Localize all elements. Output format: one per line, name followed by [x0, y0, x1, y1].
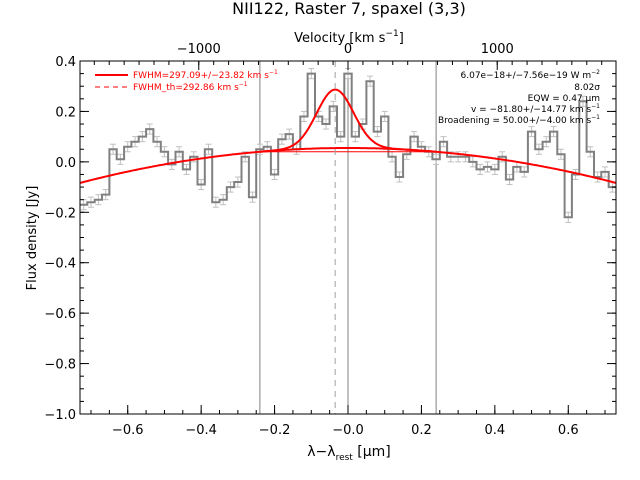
- legend-entry-fwhm-th: FWHM_th=292.86 km s−1: [133, 81, 248, 93]
- top-tick-label-0: −1000: [177, 42, 221, 57]
- y-tick-label-4: −0.2: [44, 206, 76, 221]
- top-axis-label-sup: −1: [385, 29, 398, 39]
- top-tick-label-2: 1000: [481, 42, 514, 57]
- x-tick-label-4: 0.2: [411, 423, 432, 438]
- x-tick-label-3: −0.0: [332, 423, 364, 438]
- annotation-line-eqw: EQW = 0.47 μm: [528, 94, 600, 104]
- x-axis-label-unit: [μm]: [353, 444, 391, 460]
- y-tick-label-5: 0.0: [55, 156, 76, 171]
- top-axis-label: Velocity [km s−1]: [294, 29, 404, 46]
- x-tick-label-5: 0.4: [485, 423, 506, 438]
- legend: FWHM=297.09+/−23.82 km s−1 FWHM_th=292.8…: [95, 69, 278, 93]
- annotation-line-significance: 8.02σ: [574, 83, 600, 93]
- spectrum-steps: [80, 72, 616, 219]
- chart-title: NII122, Raster 7, spaxel (3,3): [232, 0, 466, 18]
- annotation-line-velocity: v = −81.80+/−14.77 km s−1: [471, 103, 600, 115]
- y-tick-label-7: 0.4: [55, 55, 76, 70]
- fit-results-annotation: 6.07e−18+/−7.56e−19 W m−2 8.02σ EQW = 0.…: [438, 69, 600, 126]
- annotation-line-broadening: Broadening = 50.00+/−4.00 km s−1: [438, 114, 600, 126]
- x-axis-label: λ−λrest [μm]: [307, 444, 391, 463]
- y-tick-label-0: −1.0: [44, 408, 76, 423]
- y-tick-label-1: −0.8: [44, 358, 76, 373]
- y-tick-label-6: 0.2: [55, 105, 76, 120]
- axes: −0.6 −0.4 −0.2 −0.0 0.2 0.4 0.6 −1.0 −0.8 −0.6 −0.…: [44, 42, 617, 438]
- x-tick-label-0: −0.6: [112, 423, 144, 438]
- svg-text:λ−λrest [μm]: λ−λrest [μm]: [307, 444, 391, 463]
- plot-area: [80, 61, 616, 414]
- x-tick-label-6: 0.6: [558, 423, 579, 438]
- y-axis-label: Flux density [Jy]: [25, 186, 40, 291]
- y-tick-label-2: −0.6: [44, 307, 76, 322]
- annotation-line-flux: 6.07e−18+/−7.56e−19 W m−2: [461, 69, 601, 81]
- top-axis-label-main: Velocity [km s: [294, 31, 386, 46]
- legend-entry-fwhm: FWHM=297.09+/−23.82 km s−1: [133, 69, 278, 81]
- x-tick-label-2: −0.2: [259, 423, 291, 438]
- top-axis-label-end: ]: [399, 31, 404, 46]
- y-tick-label-3: −0.4: [44, 257, 76, 272]
- svg-text:Velocity [km s−1]: Velocity [km s−1]: [294, 29, 404, 46]
- fit-baseline: [80, 147, 616, 184]
- x-tick-label-1: −0.4: [185, 423, 217, 438]
- x-axis-label-main: λ−λ: [307, 444, 335, 460]
- top-tick-label-1: 0: [344, 42, 352, 57]
- fit-gaussian: [259, 88, 437, 153]
- x-axis-label-sub: rest: [336, 453, 354, 463]
